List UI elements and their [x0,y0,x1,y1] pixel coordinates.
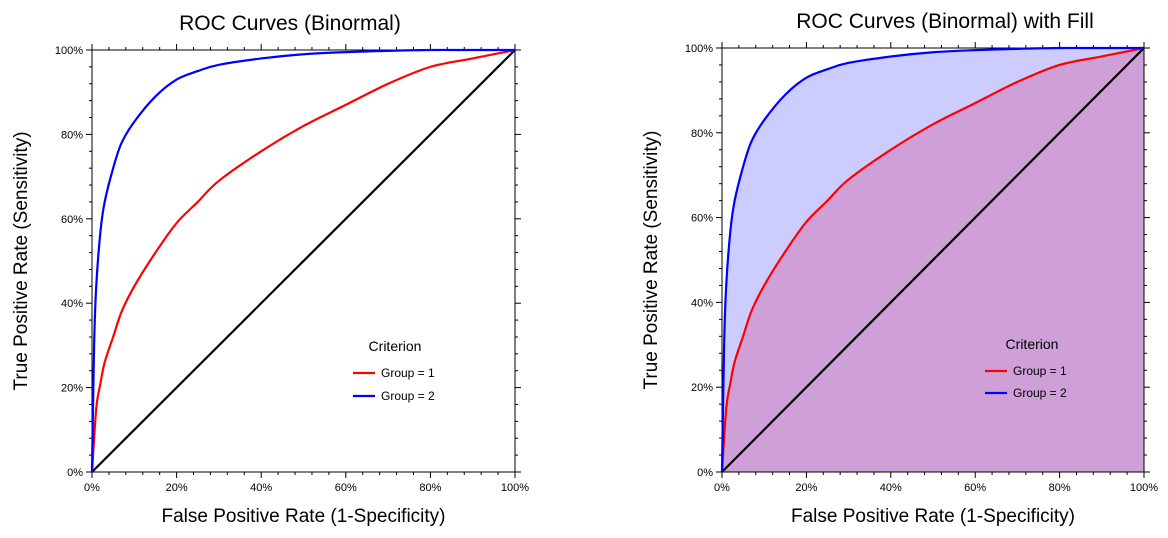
x-tick-label: 0% [84,482,100,494]
x-tick-label: 100% [1130,482,1158,494]
x-tick-label: 20% [795,482,817,494]
chart-left: ROC Curves (Binormal) 0% 20% 40% 60% 80% 100% 0… [11,12,529,527]
y-axis-label: True Positive Rate (Sensitivity) [641,130,662,389]
reference-diagonal-line [91,49,516,473]
x-axis-label: False Positive Rate (1-Specificity) [791,506,1075,527]
y-tick-label: 60% [691,213,713,225]
y-tick-label: 20% [691,382,713,394]
y-tick-label: 0% [697,467,713,479]
y-tick-label: 100% [685,43,713,55]
chart-title: ROC Curves (Binormal) [179,12,401,35]
x-tick-label: 40% [250,482,272,494]
x-tick-label: 0% [714,482,730,494]
y-tick-label: 60% [61,214,83,226]
x-tick-label: 40% [880,482,902,494]
chart-title: ROC Curves (Binormal) with Fill [796,10,1094,33]
plot-frame [91,49,516,473]
series-line-group-1 [90,48,516,473]
x-tick-label: 60% [964,482,986,494]
series-line-group-2 [90,48,515,473]
y-tick-label: 0% [67,467,83,479]
legend-title: Criterion [369,338,422,354]
reference-diagonal-line [721,47,1145,473]
y-tick-label: 20% [61,383,83,395]
y-tick-label: 100% [55,45,83,57]
legend-entry-group-1: Group = 1 [381,366,435,380]
x-tick-label: 80% [1049,482,1071,494]
legend-entry-group-2: Group = 2 [1013,386,1067,400]
y-tick-label: 40% [61,298,83,310]
series-line-group-1 [720,46,1145,473]
legend-title: Criterion [1006,336,1059,352]
y-tick-label: 40% [691,297,713,309]
series-line-group-2 [720,46,1144,473]
x-tick-label: 100% [501,482,529,494]
x-tick-label: 20% [166,482,188,494]
chart-right: ROC Curves (Binormal) with Fill 0% 20% 40% 6… [641,10,1158,527]
x-axis-label: False Positive Rate (1-Specificity) [161,506,445,527]
plot-frame [721,47,1145,473]
legend-entry-group-1: Group = 1 [1013,364,1067,378]
y-axis-label: True Positive Rate (Sensitivity) [11,131,32,390]
y-tick-label: 80% [61,129,83,141]
x-tick-label: 60% [335,482,357,494]
y-tick-label: 80% [691,128,713,140]
legend-entry-group-2: Group = 2 [381,389,435,403]
x-tick-label: 80% [419,482,441,494]
fill-area-group-2 [722,47,1144,473]
